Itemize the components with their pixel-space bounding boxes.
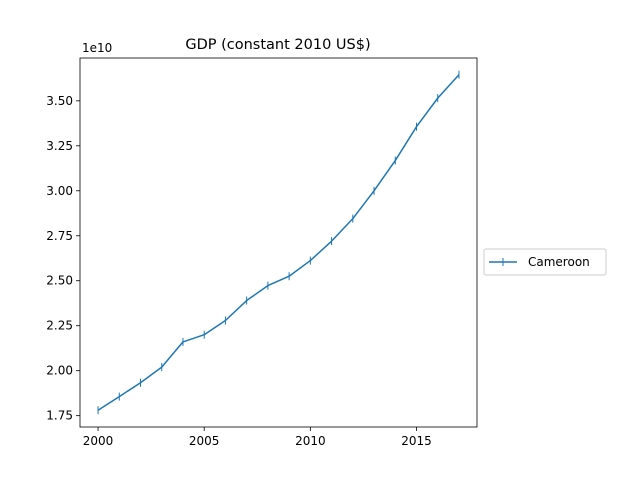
x-tick-label: 2005 — [189, 434, 220, 448]
x-tick-label: 2015 — [401, 434, 432, 448]
legend: Cameroon — [483, 248, 607, 276]
y-tick-label: 2.75 — [46, 229, 73, 243]
y-tick-label: 1.75 — [46, 409, 73, 423]
x-tick-label: 2000 — [83, 434, 114, 448]
chart-title: GDP (constant 2010 US$) — [185, 37, 370, 53]
y-tick-label: 2.50 — [46, 274, 73, 288]
x-axis: 2000 2005 2010 2015 — [83, 427, 432, 448]
y-tick-label: 3.25 — [46, 139, 73, 153]
y-axis-scale-label: 1e10 — [82, 41, 112, 55]
plot-area — [79, 57, 478, 428]
y-tick-label: 3.00 — [46, 184, 73, 198]
y-axis: 1.75 2.00 2.25 2.50 2.75 3.00 3.25 3.50 — [46, 94, 80, 423]
x-tick-label: 2010 — [295, 434, 326, 448]
y-tick-label: 2.25 — [46, 319, 73, 333]
y-tick-label: 2.00 — [46, 364, 73, 378]
series-line-cameroon — [97, 74, 460, 411]
series-layer — [97, 70, 460, 415]
legend-frame — [483, 248, 607, 276]
legend-label-cameroon: Cameroon — [528, 255, 590, 269]
y-tick-label: 3.50 — [46, 94, 73, 108]
